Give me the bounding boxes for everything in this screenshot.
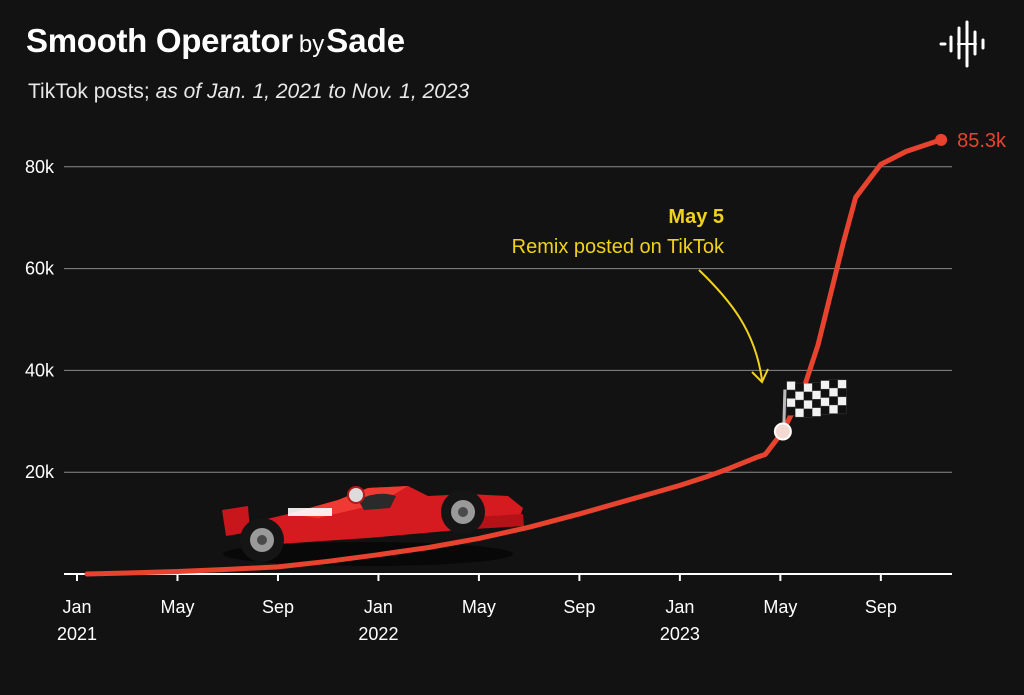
chart-title: Smooth Operator bySade bbox=[26, 22, 405, 60]
flag-square bbox=[795, 382, 805, 392]
x-axis bbox=[64, 573, 952, 581]
annotation-point-marker bbox=[773, 422, 792, 441]
subtitle-date-range: as of Jan. 1, 2021 to Nov. 1, 2023 bbox=[155, 80, 470, 103]
grid-lines bbox=[64, 166, 952, 473]
flag-square bbox=[837, 379, 847, 389]
y-tick-label: 60k bbox=[25, 259, 55, 279]
song-title: Smooth Operator bbox=[26, 22, 293, 59]
flag-square bbox=[829, 396, 839, 406]
x-tick-year: 2022 bbox=[358, 624, 398, 644]
x-tick-label: Sep bbox=[865, 597, 897, 617]
artist-name: Sade bbox=[326, 22, 406, 59]
flag-square bbox=[837, 388, 847, 398]
y-tick-label: 80k bbox=[25, 157, 55, 177]
flag-square bbox=[812, 399, 822, 408]
flag-square bbox=[812, 382, 822, 391]
flag-square bbox=[820, 397, 830, 407]
annotation-arrowhead bbox=[751, 368, 769, 384]
flag-square bbox=[820, 380, 830, 390]
x-tick-label: Jan bbox=[364, 597, 393, 617]
annotation-date: May 5 bbox=[668, 206, 724, 228]
flag-square bbox=[795, 408, 805, 418]
flag-square bbox=[803, 408, 813, 418]
x-tick-year: 2021 bbox=[57, 624, 97, 644]
flag-square bbox=[803, 391, 813, 401]
flag-square bbox=[786, 406, 796, 416]
subtitle-prefix: TikTok posts; bbox=[28, 80, 156, 103]
end-point-marker bbox=[935, 133, 948, 146]
flag-square bbox=[829, 404, 839, 414]
flag-square bbox=[812, 407, 822, 417]
x-tick-label: May bbox=[160, 597, 194, 617]
soundwave-logo-icon bbox=[939, 20, 985, 68]
x-tick-label: Sep bbox=[262, 597, 294, 617]
annotation-arrow bbox=[698, 269, 763, 381]
flag-square bbox=[812, 390, 822, 400]
flag-square bbox=[837, 405, 847, 415]
flag-square bbox=[820, 388, 830, 398]
x-tick-label: May bbox=[462, 597, 496, 617]
flag-square bbox=[786, 381, 796, 391]
flag-square bbox=[837, 396, 847, 406]
flag-square bbox=[786, 398, 796, 408]
flag-square bbox=[795, 399, 805, 409]
flag-square bbox=[829, 387, 839, 397]
y-axis-labels: 20k 40k 60k 80k bbox=[25, 157, 55, 482]
flag-square bbox=[803, 383, 813, 393]
checkered-flag-icon bbox=[782, 379, 847, 426]
end-value-label: 85.3k bbox=[957, 130, 1007, 152]
series-line-tiktok-posts bbox=[84, 137, 944, 577]
x-tick-year: 2023 bbox=[660, 624, 700, 644]
flag-square bbox=[795, 391, 805, 401]
x-tick-label: Jan bbox=[665, 597, 694, 617]
flag-square bbox=[786, 389, 796, 399]
flag-pole bbox=[782, 389, 787, 426]
y-tick-label: 40k bbox=[25, 360, 55, 380]
x-tick-label: Jan bbox=[62, 597, 91, 617]
flag-square bbox=[829, 379, 839, 389]
x-tick-label: May bbox=[763, 597, 797, 617]
y-tick-label: 20k bbox=[25, 462, 55, 482]
chart-subtitle: TikTok posts; as of Jan. 1, 2021 to Nov.… bbox=[28, 80, 469, 104]
flag-square bbox=[803, 400, 813, 410]
x-tick-label: Sep bbox=[563, 597, 595, 617]
x-axis-labels: Jan 2021 May Sep Jan 2022 May Sep Jan 2023 May Sep bbox=[57, 597, 897, 644]
by-word: by bbox=[298, 31, 325, 58]
annotation-text: Remix posted on TikTok bbox=[512, 236, 725, 258]
flag-square bbox=[820, 405, 830, 415]
